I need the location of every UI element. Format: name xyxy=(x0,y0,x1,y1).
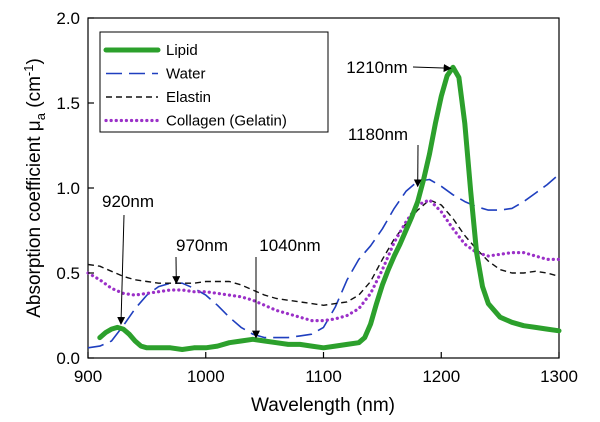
legend-label: Lipid xyxy=(166,42,198,59)
legend-label: Elastin xyxy=(166,89,211,106)
annotation-label: 920nm xyxy=(102,192,154,211)
y-tick-label: 1.0 xyxy=(56,179,80,198)
y-tick-label: 2.0 xyxy=(56,9,80,28)
legend-label: Water xyxy=(166,66,205,83)
x-tick-label: 900 xyxy=(74,367,102,386)
y-axis-title: Absorption coefficient μa (cm-1) xyxy=(21,58,48,318)
annotation-arrow xyxy=(412,64,452,73)
series-line-water xyxy=(87,173,560,349)
annotation-arrow xyxy=(117,214,126,325)
y-tick-label: 0.5 xyxy=(56,264,80,283)
x-tick-label: 1000 xyxy=(187,367,225,386)
annotation-label: 1040nm xyxy=(259,236,320,255)
annotation-layer: 920nm 970nm 1040nm 1180nm 1210nm xyxy=(102,58,452,339)
annotation-label: 1210nm xyxy=(346,58,407,77)
x-axis-title: Wavelength (nm) xyxy=(251,395,395,416)
legend: Lipid Water Elastin Collagen (Gelatin) xyxy=(99,31,329,133)
x-tick-label: 1200 xyxy=(422,367,460,386)
series-line-elastin xyxy=(87,199,560,306)
annotation-label: 1180nm xyxy=(348,125,408,144)
y-tick-label: 0.0 xyxy=(56,349,80,368)
x-tick-label: 1300 xyxy=(540,367,578,386)
series-line-collagen-gelatin xyxy=(86,198,561,323)
series-line-lipid xyxy=(97,64,562,352)
annotation-label: 970nm xyxy=(176,236,228,255)
tick-layer: 900 1000 1100 1200 1300 0.0 0.5 1.0 1.5 2.0 xyxy=(56,9,578,386)
x-tick-label: 1100 xyxy=(305,367,342,386)
series-layer xyxy=(86,64,562,352)
y-tick-label: 1.5 xyxy=(56,94,80,113)
legend-label: Collagen (Gelatin) xyxy=(166,113,287,130)
